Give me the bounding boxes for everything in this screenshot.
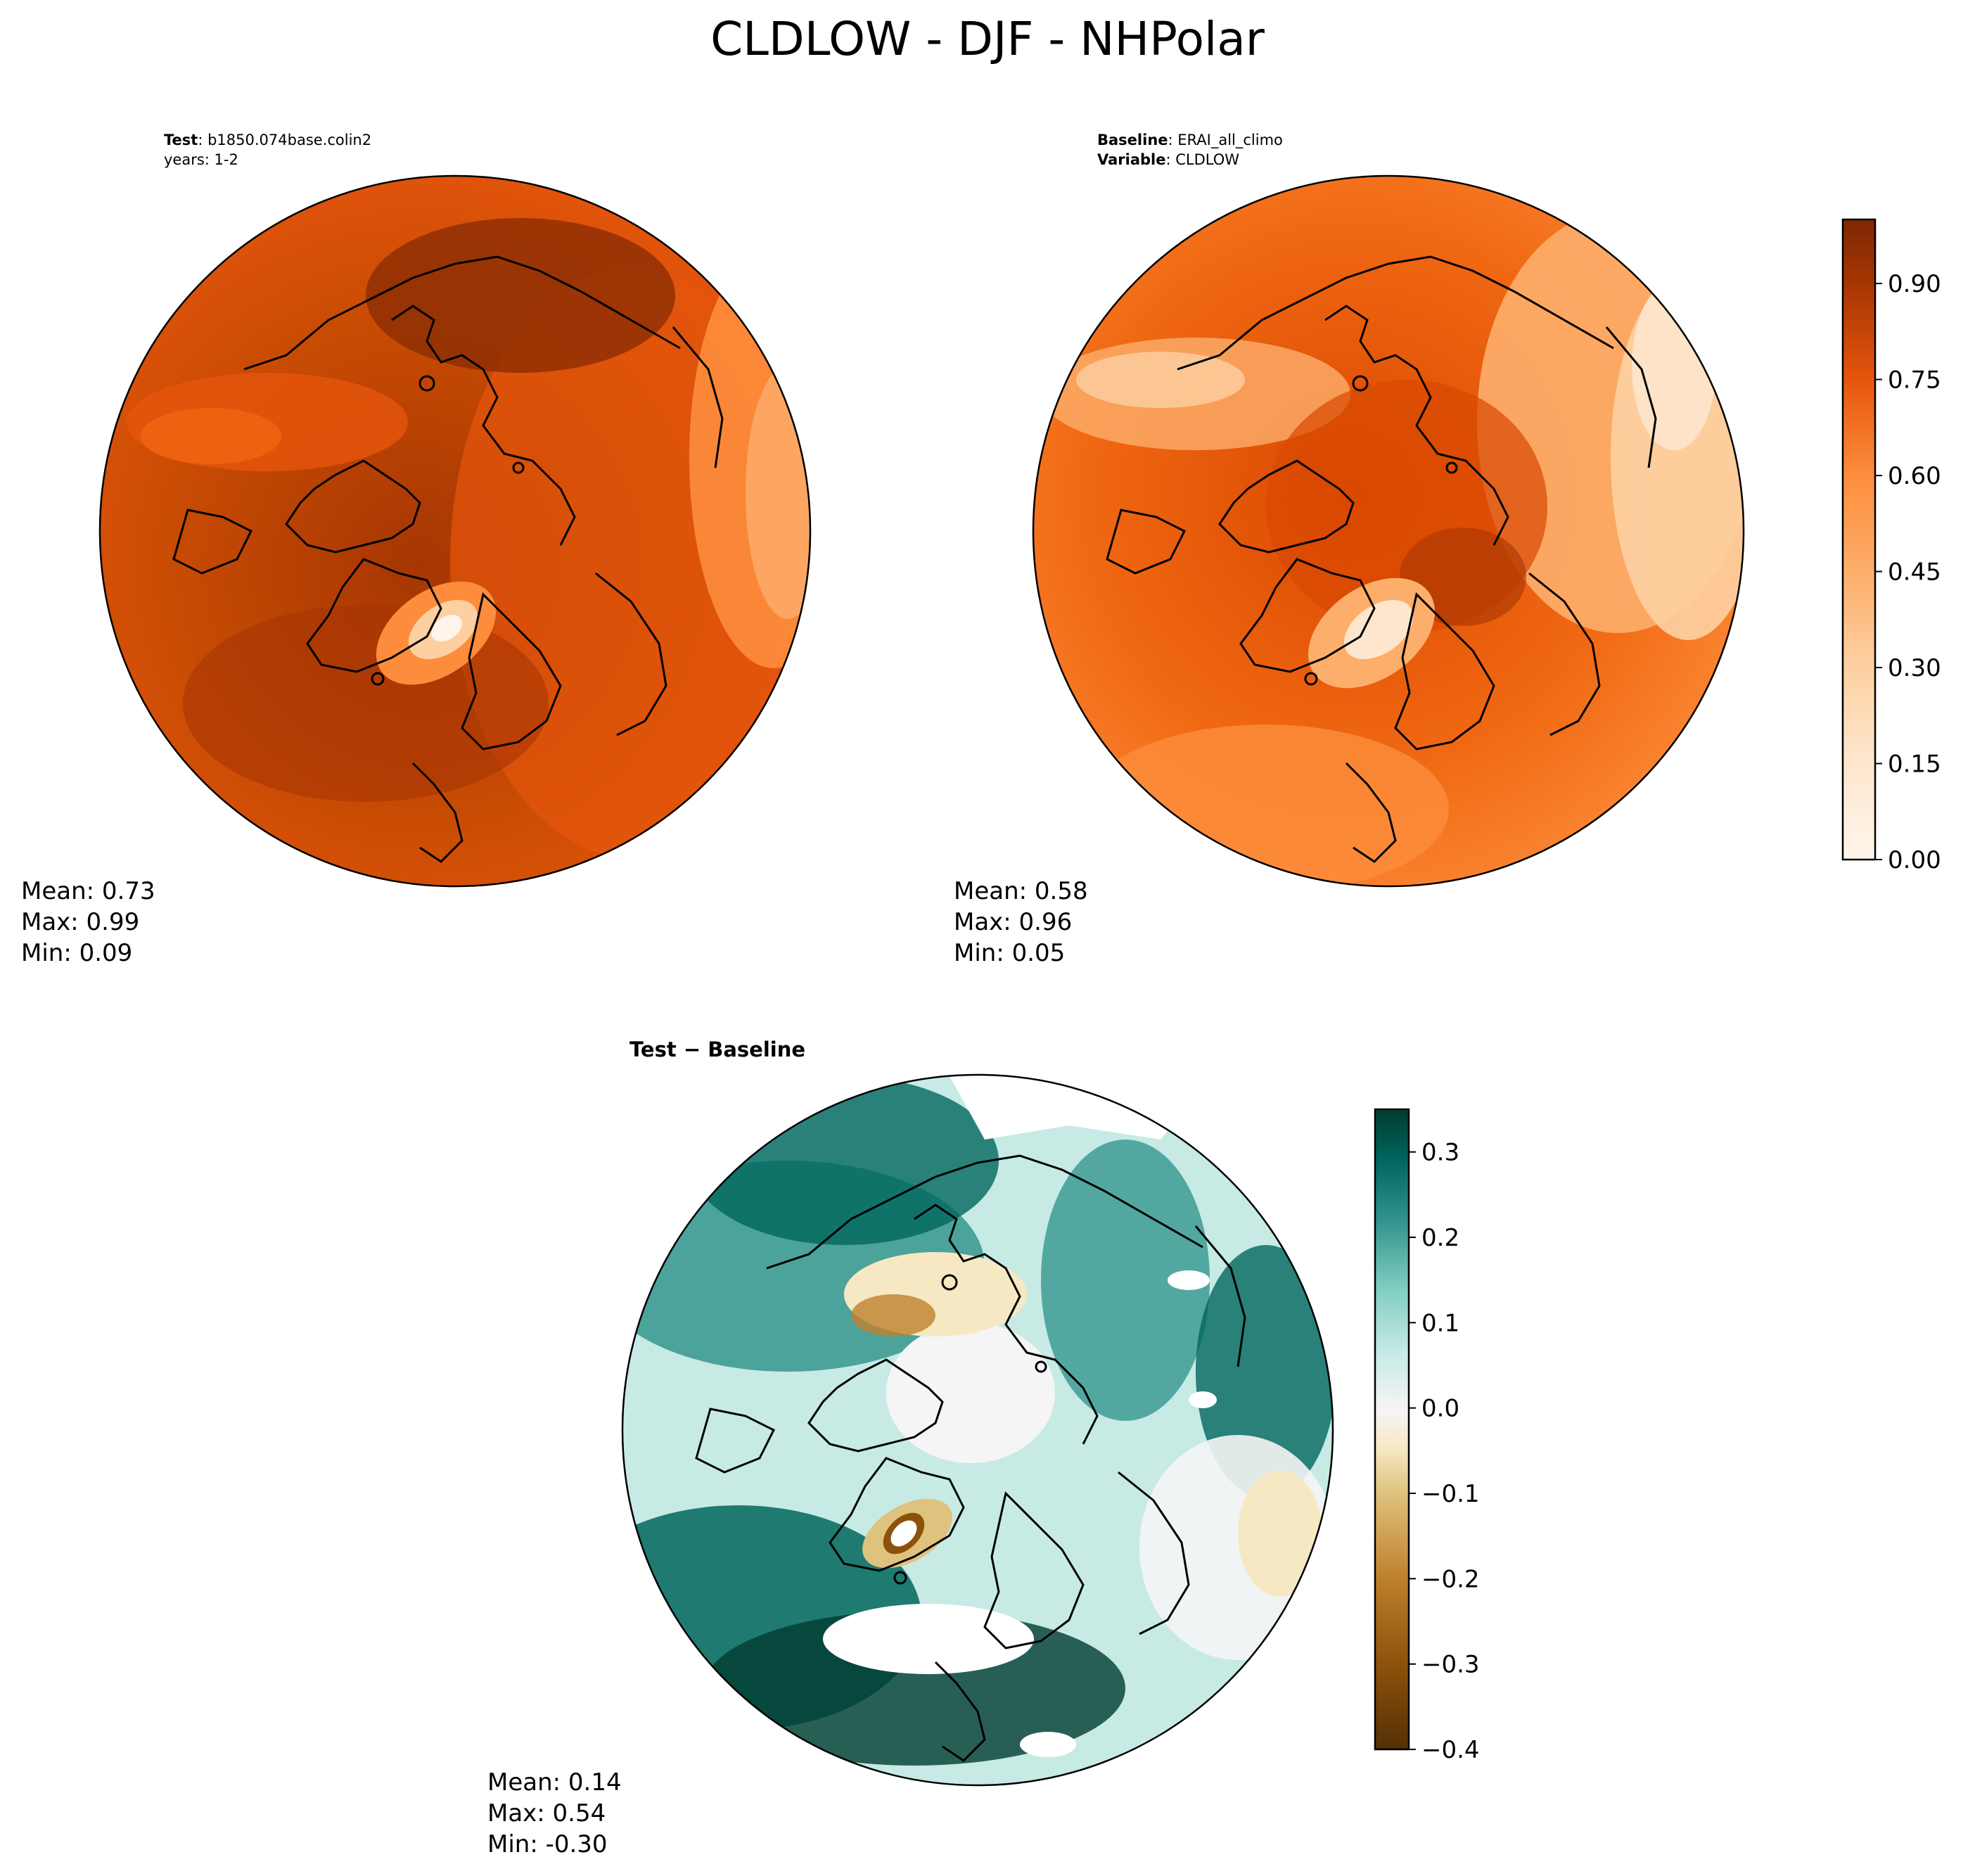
colorbar-div-tick-label: −0.1 — [1421, 1480, 1480, 1508]
colorbar-seq-tick-label: 0.45 — [1888, 559, 1941, 587]
baseline-name: ERAI_all_climo — [1177, 132, 1283, 149]
diff-panel: Test − Baseline Mean: 0.14 — [487, 1038, 1480, 1858]
colorbar-div-tick-label: −0.3 — [1421, 1651, 1480, 1679]
baseline-map — [1033, 176, 1744, 886]
variable-name: CLDLOW — [1175, 151, 1239, 168]
baseline-min: Min: 0.05 — [954, 939, 1065, 967]
baseline-panel: Baseline: ERAI_all_climo Variable: CLDLO… — [954, 132, 1941, 967]
baseline-label: Baseline — [1097, 132, 1168, 148]
test-map — [100, 176, 810, 886]
test-map-frame — [98, 174, 812, 888]
test-name: b1850.074base.colin2 — [207, 132, 371, 148]
colorbar-div-tick-label: 0.0 — [1421, 1395, 1459, 1423]
colorbar-sequential: 0.00 0.15 0.30 0.45 0.60 0.75 0.90 — [1841, 218, 1941, 874]
colorbar-div-tick-label: 0.2 — [1421, 1224, 1459, 1252]
variable-label: Variable — [1097, 151, 1165, 168]
test-panel: Test: b1850.074base.colin2 years: 1-2 Me… — [21, 132, 812, 967]
test-max: Max: 0.99 — [21, 908, 139, 936]
diff-mean: Mean: 0.14 — [487, 1768, 622, 1797]
colorbar-seq-tick-label: 0.75 — [1888, 366, 1941, 395]
colorbar-seq-tick-label: 0.00 — [1888, 846, 1941, 874]
baseline-max: Max: 0.96 — [954, 908, 1072, 936]
diff-min: Min: -0.30 — [487, 1830, 608, 1858]
figure-title: CLDLOW - DJF - NHPolar — [710, 12, 1265, 66]
colorbar-div-tick-label: −0.2 — [1421, 1565, 1480, 1593]
colorbar-div-tick-label: −0.4 — [1421, 1736, 1480, 1764]
colorbar-diverging: 0.3 0.2 0.1 0.0 −0.1 −0.2 −0.3 −0.4 — [1374, 1108, 1480, 1764]
test-mean: Mean: 0.73 — [21, 877, 155, 905]
baseline-header: Baseline: ERAI_all_climo — [1097, 132, 1283, 149]
diff-max: Max: 0.54 — [487, 1799, 606, 1827]
colorbar-seq-tick-label: 0.15 — [1888, 751, 1941, 779]
baseline-mean: Mean: 0.58 — [954, 877, 1088, 905]
colorbar-div-tick-label: 0.3 — [1421, 1139, 1459, 1167]
colorbar-div-tick-label: 0.1 — [1421, 1309, 1459, 1337]
test-min: Min: 0.09 — [21, 939, 132, 967]
diff-title: Test − Baseline — [629, 1038, 805, 1061]
colorbar-seq-tick-label: 0.90 — [1888, 270, 1941, 298]
variable-header: Variable: CLDLOW — [1097, 151, 1239, 168]
test-years: years: 1-2 — [164, 151, 238, 168]
diff-map-frame — [621, 1073, 1334, 1787]
diff-map — [622, 1075, 1333, 1785]
baseline-map-frame — [1032, 174, 1745, 888]
test-label: Test — [164, 132, 198, 148]
colorbar-seq-tick-label: 0.30 — [1888, 654, 1941, 682]
test-header: Test: b1850.074base.colin2 — [164, 132, 371, 148]
colorbar-seq-tick-label: 0.60 — [1888, 462, 1941, 490]
